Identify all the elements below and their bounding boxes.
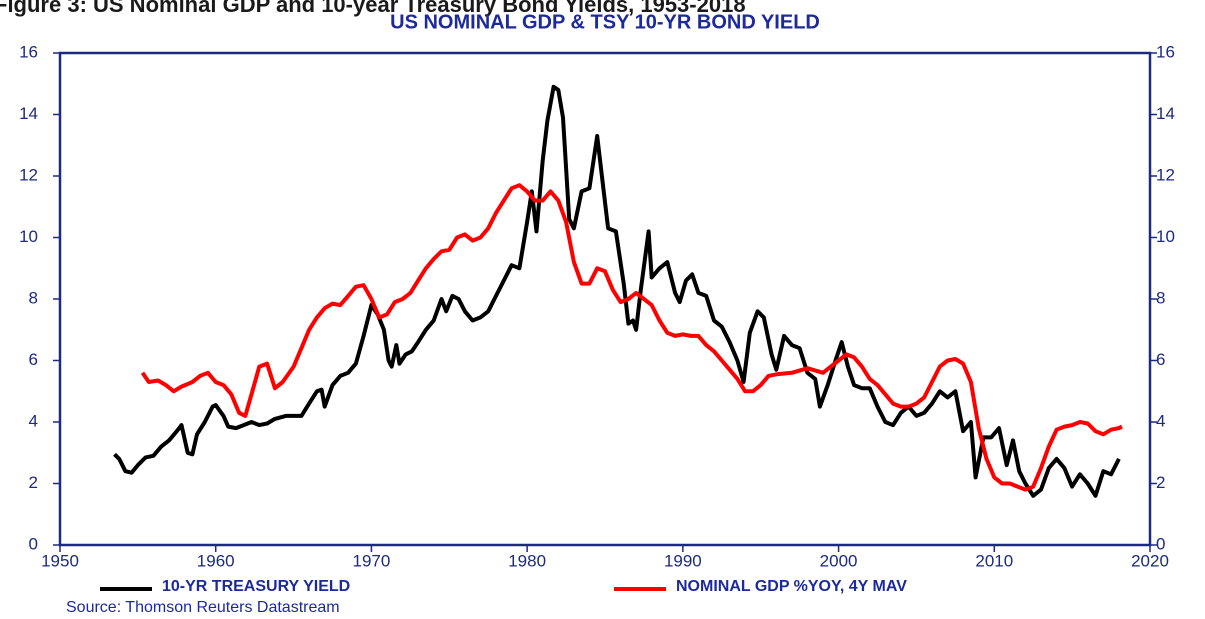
y2-tick-label: 0: [1156, 534, 1165, 553]
x-tick-label: 1970: [353, 551, 391, 570]
y-tick-label: 8: [29, 288, 38, 307]
x-tick-label: 2020: [1131, 551, 1169, 570]
plot-frame: [58, 51, 1152, 547]
y-tick-label: 2: [29, 473, 38, 492]
x-tick-label: 1960: [197, 551, 235, 570]
y-tick-label: 10: [19, 227, 38, 246]
y2-tick-label: 12: [1156, 165, 1175, 184]
y-tick-label: 4: [29, 411, 38, 430]
y2-tick-label: 6: [1156, 350, 1165, 369]
x-tick-label: 1990: [664, 551, 702, 570]
y-tick-label: 16: [19, 42, 38, 61]
y2-tick-label: 4: [1156, 411, 1165, 430]
series-line: [140, 183, 1123, 492]
y2-tick-label: 16: [1156, 42, 1175, 61]
legend-label: NOMINAL GDP %YOY, 4Y MAV: [676, 578, 907, 595]
y-tick-label: 0: [29, 534, 38, 553]
y2-tick-label: 14: [1156, 104, 1175, 123]
source: Source: Thomson Reuters Datastream: [66, 599, 340, 616]
x-tick-label: 1950: [41, 551, 79, 570]
y2-tick-label: 2: [1156, 473, 1165, 492]
y-tick-label: 14: [19, 104, 38, 123]
figure-heading: Figure 3: US Nominal GDP and 10-year Tre…: [0, 0, 746, 17]
chart-title: US NOMINAL GDP & TSY 10-YR BOND YIELD: [390, 11, 820, 33]
y-tick-label: 12: [19, 165, 38, 184]
y2-tick-label: 10: [1156, 227, 1175, 246]
y-tick-label: 6: [29, 350, 38, 369]
x-tick-label: 2000: [820, 551, 858, 570]
series-line: [113, 84, 1121, 498]
y2-tick-label: 8: [1156, 288, 1165, 307]
legend-label: 10-YR TREASURY YIELD: [162, 578, 350, 595]
x-tick-label: 2010: [975, 551, 1013, 570]
x-tick-label: 1980: [508, 551, 546, 570]
